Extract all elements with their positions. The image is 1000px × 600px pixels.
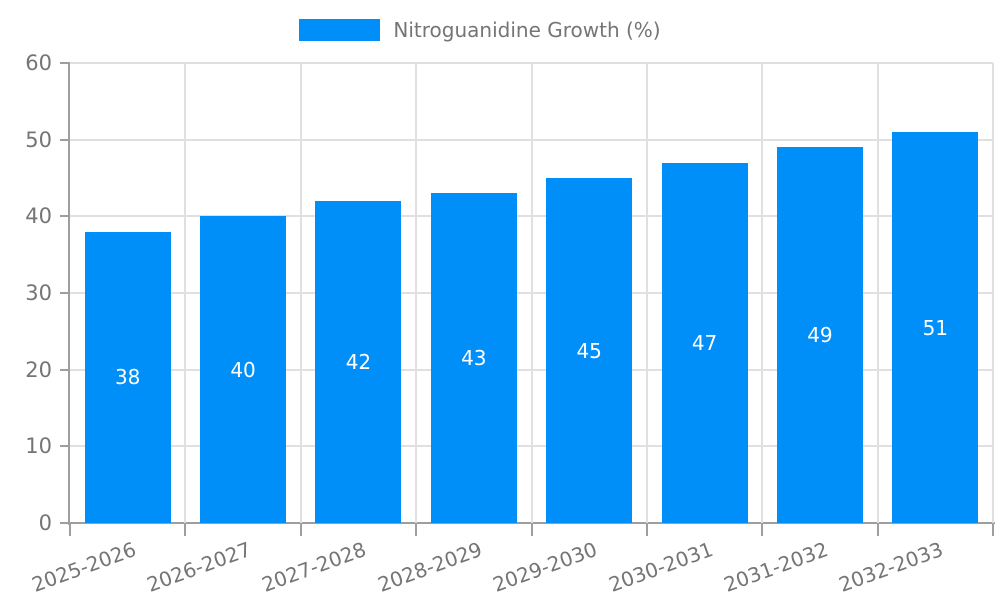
bar[interactable]: 49 (776, 147, 863, 523)
x-tick-mark (530, 524, 533, 536)
v-gridline (761, 63, 764, 523)
x-tick-label: 2026-2027 (143, 537, 255, 597)
bar[interactable]: 43 (430, 193, 517, 523)
v-gridline (299, 63, 302, 523)
v-gridline (415, 63, 418, 523)
x-tick-label: 2027-2028 (258, 537, 370, 597)
x-tick-label: 2028-2029 (374, 537, 486, 597)
y-tick-label: 60 (25, 51, 52, 75)
x-tick-mark (761, 524, 764, 536)
x-tick-mark (184, 524, 187, 536)
bar-value-label: 42 (345, 350, 372, 374)
legend-label: Nitroguanidine Growth (%) (393, 18, 661, 42)
x-tick-label: 2025-2026 (28, 537, 139, 597)
bar[interactable]: 40 (200, 216, 287, 523)
v-gridline (530, 63, 533, 523)
bar-value-label: 51 (922, 315, 949, 340)
x-tick-label: 2030-2031 (605, 537, 716, 597)
x-tick-label: 2031-2032 (720, 537, 832, 597)
y-axis-line (68, 63, 70, 525)
bar[interactable]: 47 (661, 162, 748, 523)
bar-value-label: 38 (114, 365, 141, 390)
x-tick-label: 2029-2030 (489, 537, 601, 597)
bar[interactable]: 51 (892, 132, 979, 523)
x-tick-mark (299, 524, 302, 536)
y-tick-label: 50 (25, 127, 52, 152)
bar-value-label: 43 (461, 346, 487, 371)
y-tick-label: 10 (25, 434, 52, 459)
v-gridline (876, 63, 879, 523)
y-tick-label: 20 (25, 357, 52, 382)
bar-value-label: 47 (691, 330, 718, 355)
x-tick-mark (992, 524, 994, 536)
x-tick-mark (876, 524, 879, 536)
x-tick-mark (415, 524, 418, 536)
x-axis-line (68, 522, 995, 524)
y-tick-label: 40 (25, 204, 52, 229)
legend: Nitroguanidine Growth (%) (0, 19, 980, 41)
bar-value-label: 40 (230, 357, 256, 382)
x-tick-label: 2032-2033 (835, 537, 947, 597)
plot-area: 38 40 42 43 45 47 49 51 (70, 62, 994, 523)
bar-value-label: 45 (576, 338, 602, 363)
y-tick-label: 0 (38, 511, 52, 535)
v-gridline (184, 63, 187, 523)
x-tick-mark (69, 524, 71, 536)
bar[interactable]: 45 (546, 178, 633, 523)
bar[interactable]: 38 (84, 231, 171, 523)
legend-item[interactable]: Nitroguanidine Growth (%) (299, 18, 661, 42)
v-gridline (645, 63, 648, 523)
v-gridline (992, 63, 994, 523)
bar-value-label: 49 (807, 323, 833, 348)
x-tick-mark (645, 524, 648, 536)
legend-swatch (299, 19, 381, 41)
bar[interactable]: 42 (315, 201, 402, 523)
y-tick-label: 30 (25, 281, 52, 305)
